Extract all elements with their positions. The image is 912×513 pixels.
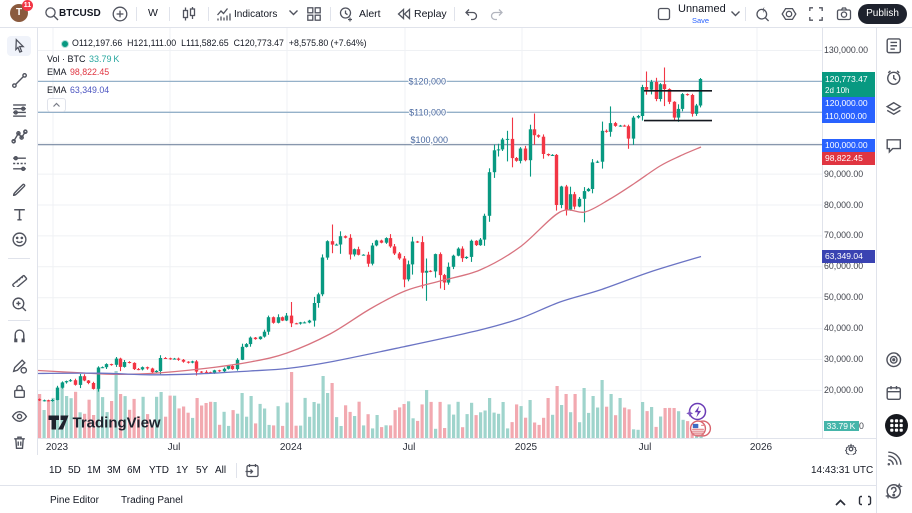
svg-text:TradingView: TradingView [73,415,161,432]
svg-text:$120,000: $120,000 [408,77,446,87]
svg-text:$100,000: $100,000 [410,135,448,145]
svg-text:$110,000: $110,000 [409,108,446,118]
